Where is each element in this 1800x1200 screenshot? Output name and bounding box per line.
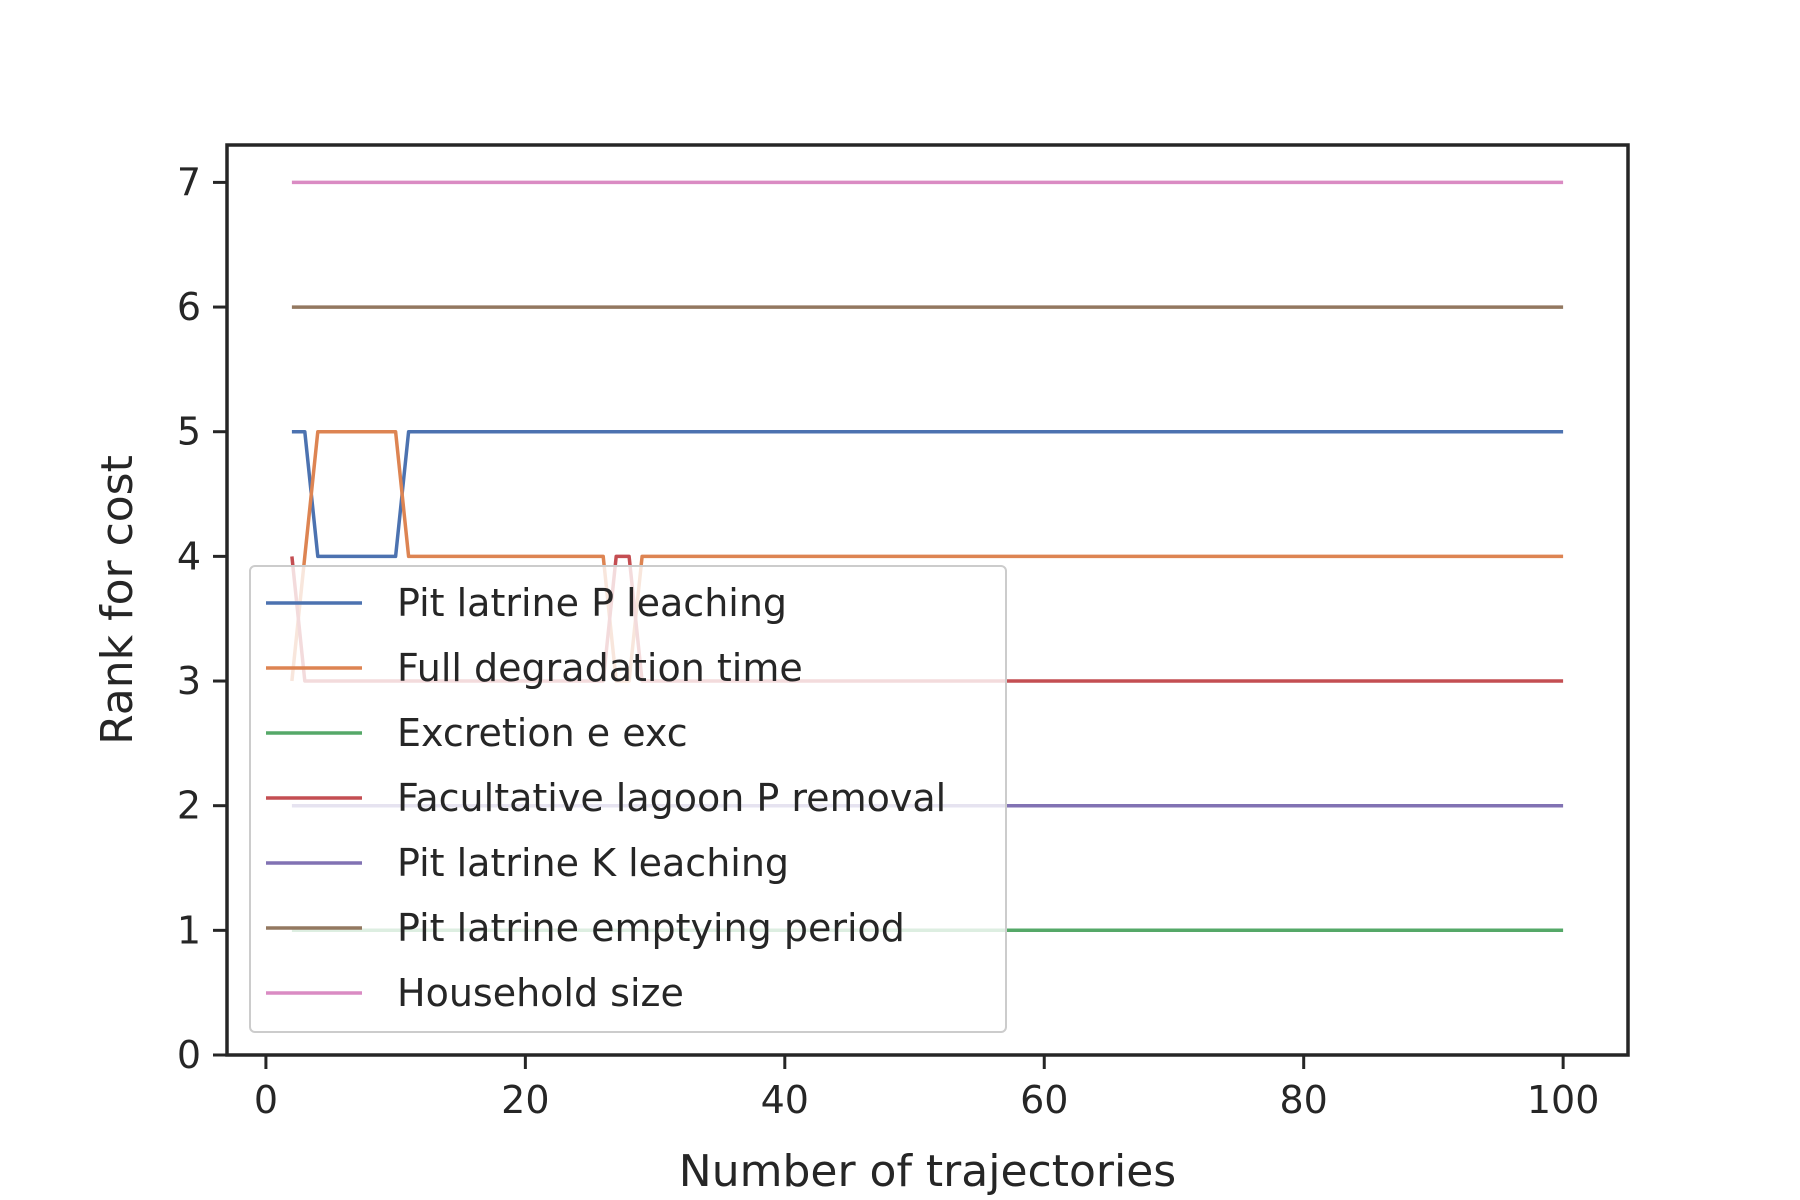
legend-label-4: Facultative lagoon P removal — [397, 776, 946, 820]
y-axis-label: Rank for cost — [92, 455, 143, 745]
y-tick-label: 1 — [177, 908, 201, 952]
legend-label-5: Pit latrine K leaching — [397, 841, 789, 885]
x-tick-label: 0 — [254, 1078, 278, 1122]
x-tick-label: 60 — [1020, 1078, 1068, 1122]
y-tick-label: 7 — [177, 160, 201, 204]
legend-box — [249, 565, 1007, 1033]
legend-label-6: Pit latrine emptying period — [397, 906, 905, 950]
legend-label-1: Pit latrine P leaching — [397, 581, 787, 625]
legend-label-7: Household size — [397, 971, 684, 1015]
plot-frame — [225, 143, 1630, 1057]
x-axis-label: Number of trajectories — [679, 1146, 1176, 1197]
y-tick-label: 3 — [177, 659, 201, 703]
legend-label-2: Full degradation time — [397, 646, 803, 690]
x-tick-label: 80 — [1280, 1078, 1328, 1122]
series-line-1 — [291, 429, 1564, 559]
x-tick-label: 100 — [1527, 1078, 1600, 1122]
y-tick-label: 5 — [177, 410, 201, 454]
ticks-layer: 0 20 40 60 80 100 0 1 2 3 4 5 6 7 — [177, 160, 1600, 1122]
y-tick-label: 4 — [177, 534, 201, 578]
y-tick-label: 6 — [177, 285, 201, 329]
legend: Pit latrine P leaching Full degradation t… — [249, 565, 1007, 1033]
x-tick-label: 40 — [761, 1078, 809, 1122]
y-tick-label: 2 — [177, 784, 201, 828]
x-tick-label: 20 — [501, 1078, 549, 1122]
legend-label-3: Excretion e exc — [397, 711, 688, 755]
y-tick-label: 0 — [177, 1033, 201, 1077]
